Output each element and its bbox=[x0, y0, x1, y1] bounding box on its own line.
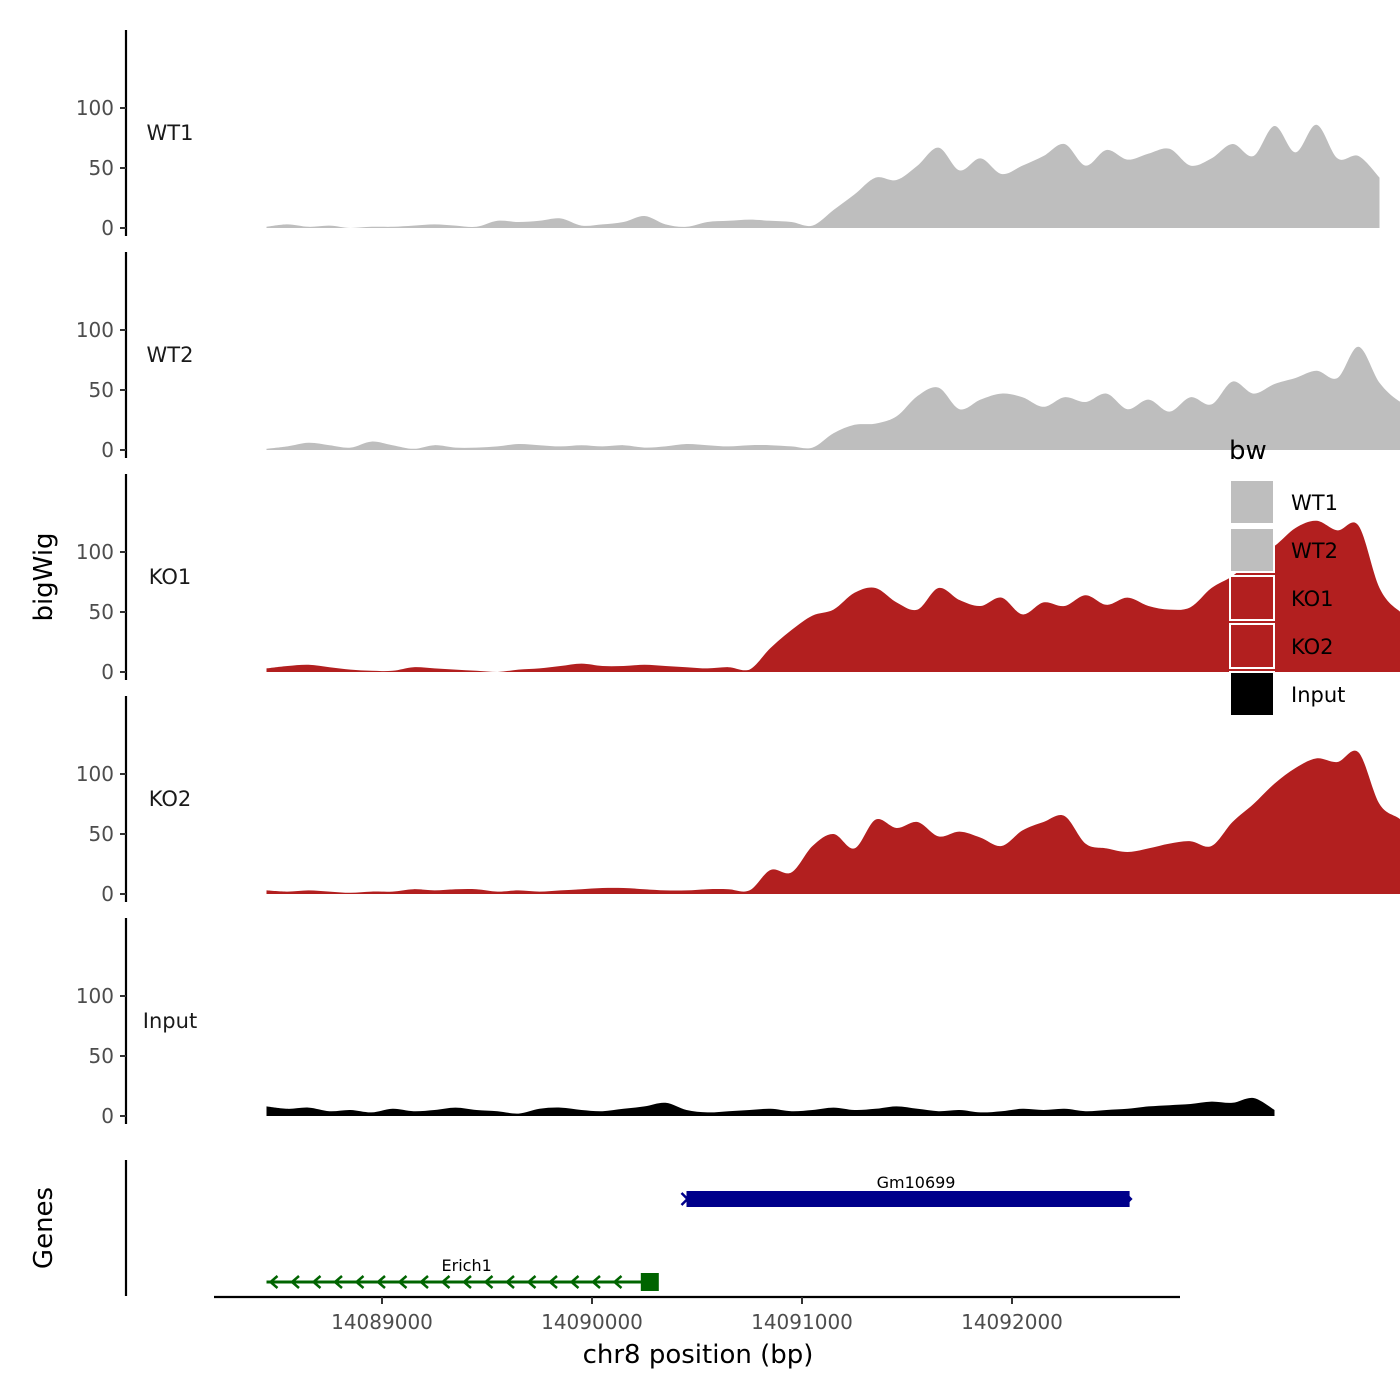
y-tick-label: 100 bbox=[76, 540, 114, 564]
strand-arrow-icon bbox=[290, 1275, 300, 1289]
y-tick-label: 100 bbox=[76, 96, 114, 120]
y-tick-label: 50 bbox=[89, 1044, 114, 1068]
strand-arrow-icon bbox=[612, 1275, 623, 1289]
y-tick-label: 0 bbox=[101, 216, 114, 240]
y-tick-label: 100 bbox=[76, 318, 114, 342]
legend-label-ko1: KO1 bbox=[1291, 587, 1334, 611]
track-panel-wt1: 0 50 100 WT1 bbox=[76, 30, 1380, 240]
x-tick-label: 14092000 bbox=[961, 1310, 1063, 1334]
strand-arrow-icon bbox=[333, 1275, 343, 1289]
coverage-area-input bbox=[266, 1097, 1275, 1116]
strand-arrow-icon bbox=[311, 1275, 322, 1289]
strand-arrow-icon bbox=[1127, 1194, 1133, 1204]
strand-arrow-icon bbox=[526, 1275, 537, 1289]
strand-arrow-icon bbox=[376, 1275, 386, 1289]
panel-label-wt1: WT1 bbox=[147, 121, 194, 145]
y-tick-label: 0 bbox=[101, 660, 114, 684]
track-panel-wt2: 0 50 100 WT2 bbox=[76, 252, 1400, 462]
panel-label-wt2: WT2 bbox=[147, 343, 194, 367]
panel-label-ko1: KO1 bbox=[149, 565, 192, 589]
gene-erich1: Erich1 bbox=[266, 1256, 659, 1291]
gene-exon bbox=[640, 1273, 659, 1291]
strand-arrow-icon bbox=[680, 1192, 690, 1206]
strand-arrow-icon bbox=[462, 1275, 472, 1289]
strand-arrow-icon bbox=[440, 1275, 451, 1289]
y-tick-label: 100 bbox=[76, 762, 114, 786]
coverage-area-ko1 bbox=[266, 520, 1400, 672]
coverage-area-ko2 bbox=[266, 750, 1400, 894]
panel-label-input: Input bbox=[143, 1009, 197, 1033]
strand-arrow-icon bbox=[505, 1275, 515, 1289]
strand-arrow-icon bbox=[268, 1275, 279, 1289]
legend-swatch-ko2 bbox=[1229, 623, 1275, 669]
x-tick-label: 14090000 bbox=[541, 1310, 643, 1334]
legend-label-wt2: WT2 bbox=[1291, 539, 1338, 563]
strand-arrow-icon bbox=[569, 1275, 580, 1289]
gene-body bbox=[686, 1191, 1130, 1207]
y-tick-label: 0 bbox=[101, 1104, 114, 1128]
y-tick-label: 50 bbox=[89, 378, 114, 402]
x-axis-title: chr8 position (bp) bbox=[583, 1340, 814, 1370]
x-axis: 14089000 14090000 14091000 14092000 bbox=[214, 1295, 1180, 1334]
y-tick-label: 50 bbox=[89, 600, 114, 624]
strand-arrow-icon bbox=[397, 1275, 408, 1289]
legend-label-wt1: WT1 bbox=[1291, 491, 1338, 515]
x-tick-label: 14089000 bbox=[331, 1310, 433, 1334]
track-panel-ko2: 0 50 100 KO2 bbox=[76, 696, 1400, 906]
y-axis-title: bigWig bbox=[29, 532, 59, 621]
gene-track: Gm10699 Erich1 bbox=[124, 1160, 1133, 1296]
coverage-area-wt1 bbox=[266, 124, 1380, 228]
strand-arrow-icon bbox=[548, 1275, 558, 1289]
y-tick-label: 0 bbox=[101, 438, 114, 462]
legend: bw WT1 WT2 KO1 KO2 Input bbox=[1229, 436, 1345, 717]
legend-label-ko2: KO2 bbox=[1291, 635, 1334, 659]
panel-label-ko2: KO2 bbox=[149, 787, 192, 811]
legend-label-input: Input bbox=[1291, 683, 1345, 707]
legend-swatch-wt1 bbox=[1229, 479, 1275, 525]
track-panel-input: 0 50 100 Input bbox=[76, 918, 1275, 1128]
coverage-tracks: 0 50 100 WT1 0 50 100 WT2 0 50 100 KO1 0 50 100 KO2 0 50 1… bbox=[76, 30, 1400, 1128]
legend-swatch-ko1 bbox=[1229, 575, 1275, 621]
strand-arrow-icon bbox=[591, 1275, 601, 1289]
coverage-area-wt2 bbox=[266, 346, 1400, 450]
strand-arrow-icon bbox=[354, 1275, 365, 1289]
gene-gm10699: Gm10699 bbox=[680, 1173, 1133, 1207]
legend-swatch-wt2 bbox=[1229, 527, 1275, 573]
y-tick-label: 50 bbox=[89, 822, 114, 846]
y-tick-label: 0 bbox=[101, 882, 114, 906]
legend-title: bw bbox=[1229, 436, 1267, 466]
gene-label: Erich1 bbox=[442, 1256, 492, 1275]
track-panel-ko1: 0 50 100 KO1 bbox=[76, 474, 1400, 684]
gene-label: Gm10699 bbox=[877, 1173, 956, 1192]
y-tick-label: 50 bbox=[89, 156, 114, 180]
y-tick-label: 100 bbox=[76, 984, 114, 1008]
strand-arrow-icon bbox=[483, 1275, 494, 1289]
x-tick-label: 14091000 bbox=[751, 1310, 853, 1334]
strand-arrow-icon bbox=[419, 1275, 429, 1289]
legend-swatch-input bbox=[1229, 671, 1275, 717]
genes-axis-title: Genes bbox=[29, 1187, 59, 1269]
